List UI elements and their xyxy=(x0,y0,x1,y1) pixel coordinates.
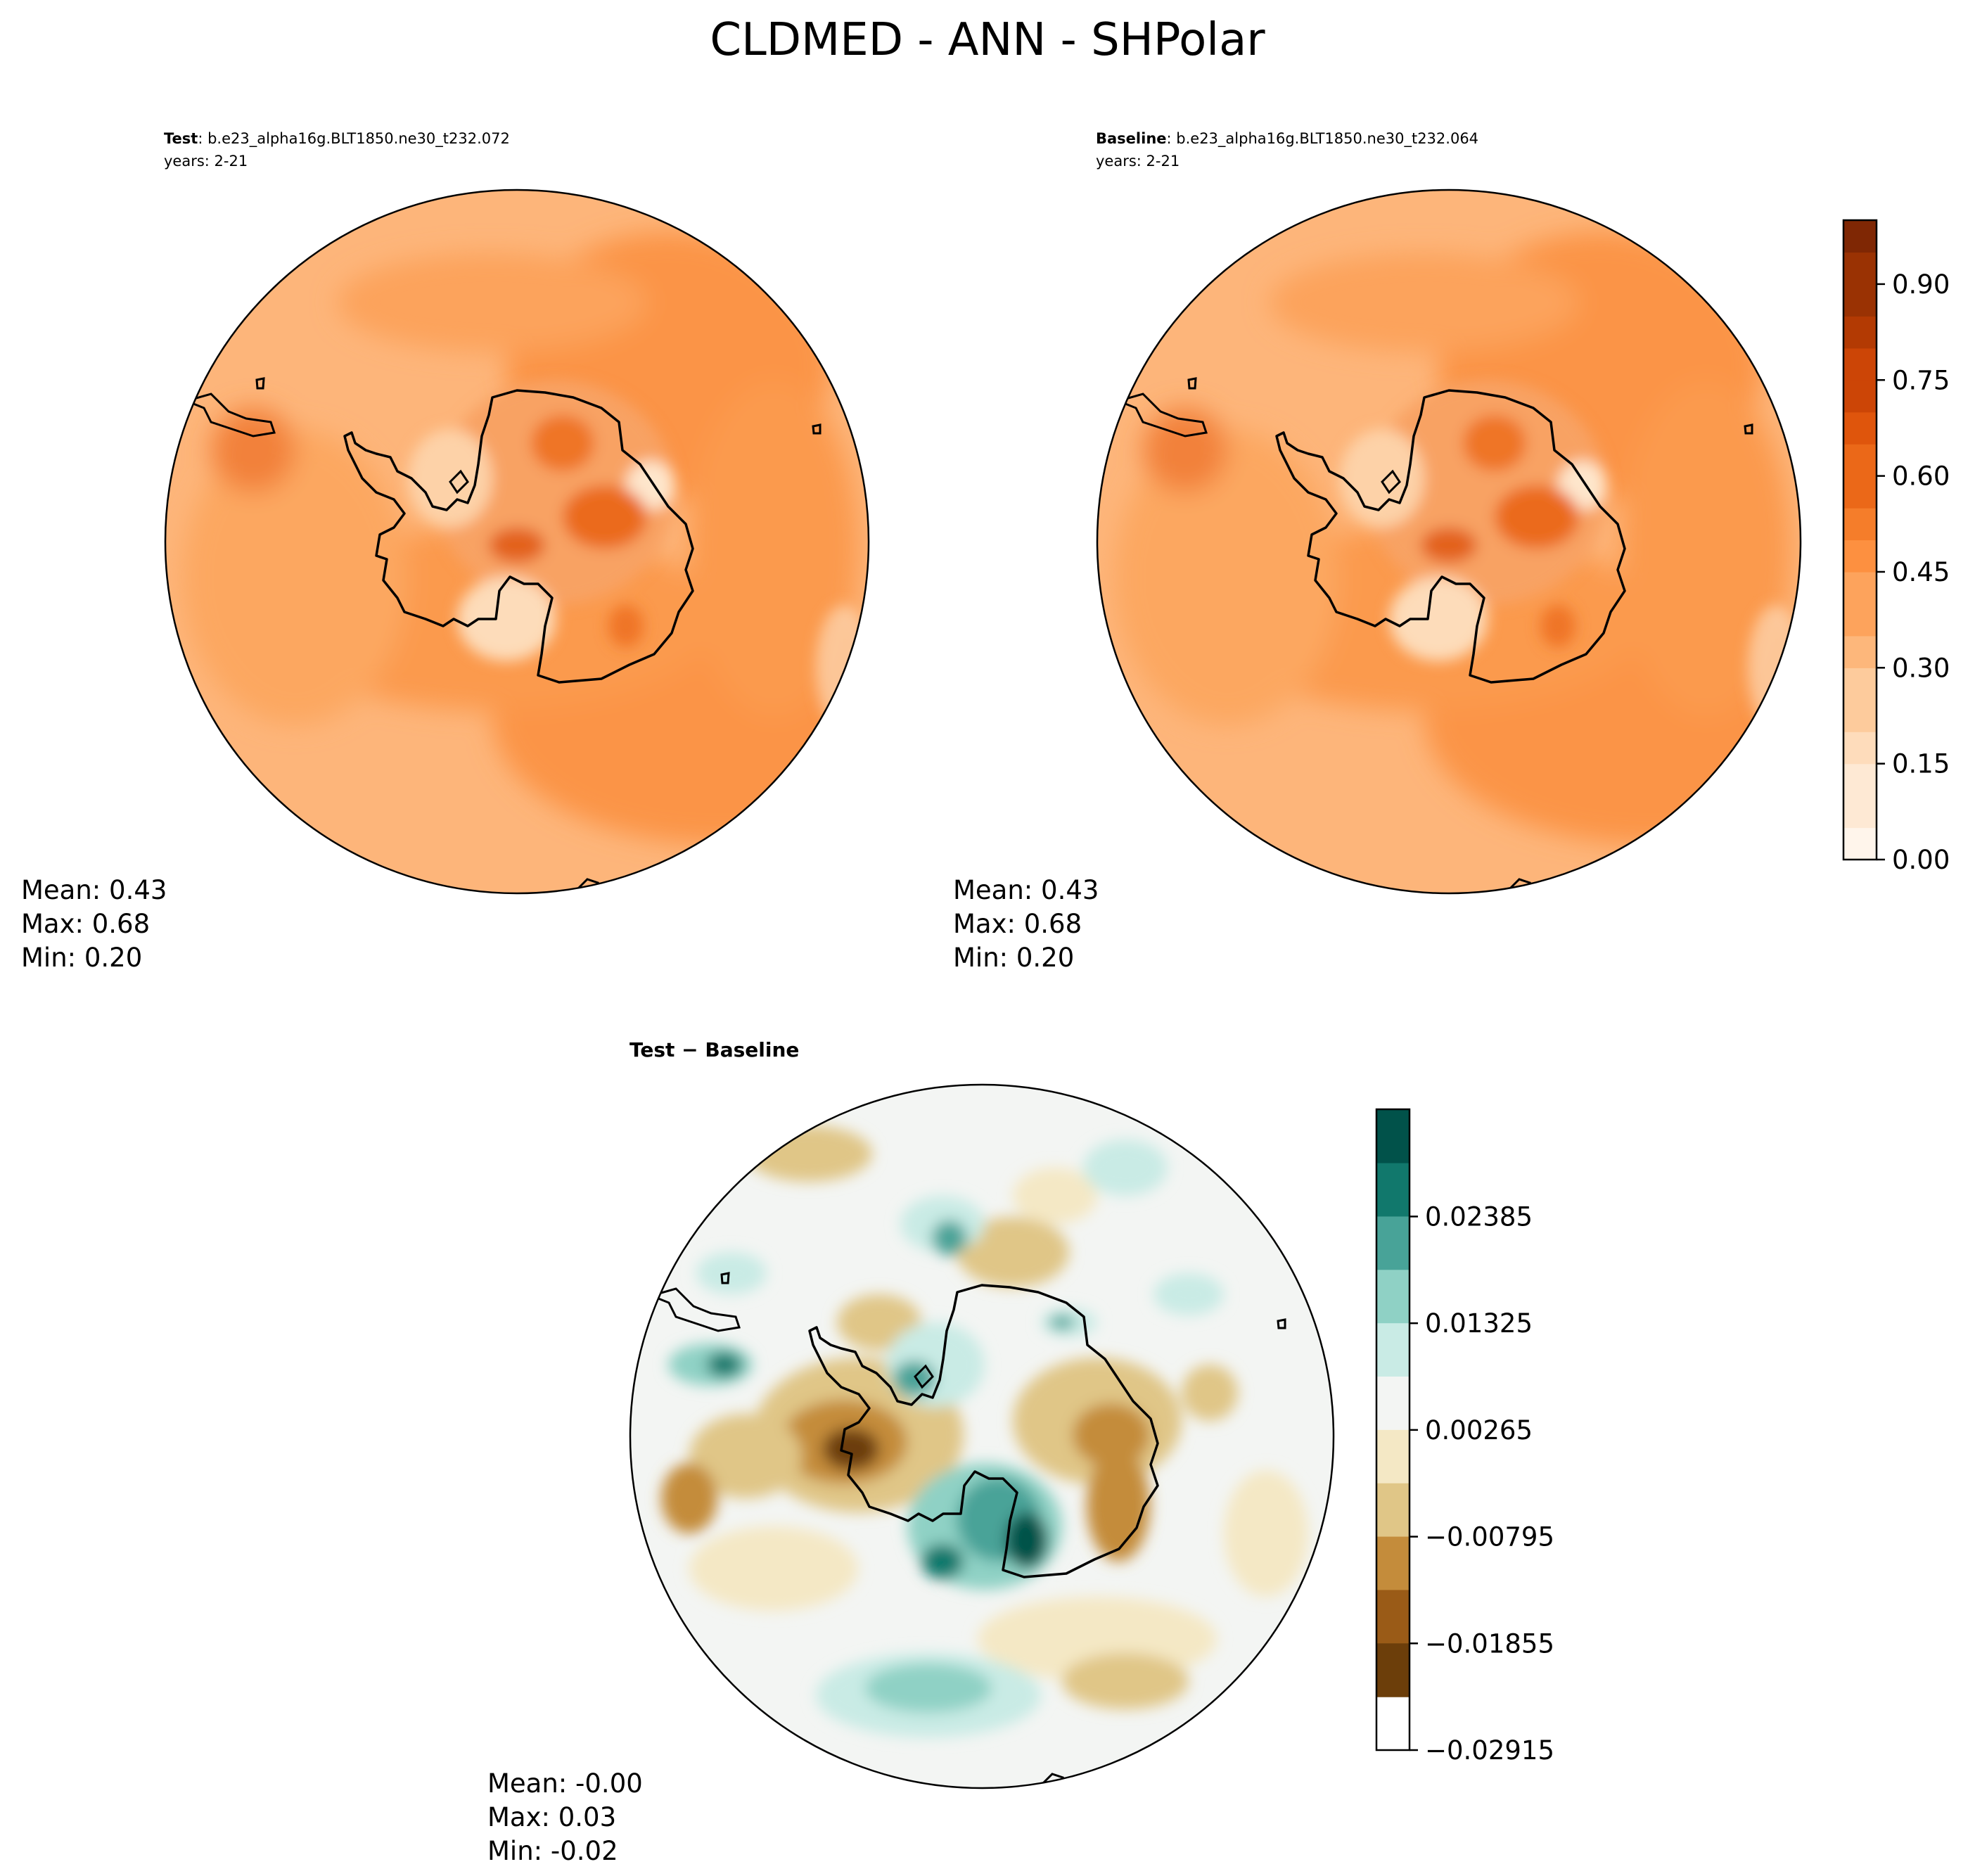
test-map-boundary xyxy=(164,189,870,895)
difference-max: Max: 0.03 xyxy=(487,1802,616,1832)
colorbar-bin xyxy=(1376,1643,1410,1697)
colorbar-bin xyxy=(1376,1270,1410,1324)
absolute-colorbar: 0.90 0.75 0.60 0.45 0.30 0.15 0.00 xyxy=(1842,219,1950,875)
colorbar-tick-label: −0.00795 xyxy=(1425,1522,1554,1552)
test-panel: Test: b.e23_alpha16g.BLT1850.ne30_t232.0… xyxy=(21,130,870,973)
difference-panel: Test − Baseline xyxy=(487,1038,1554,1866)
difference-min: Min: -0.02 xyxy=(487,1836,618,1866)
colorbar-bin xyxy=(1843,283,1877,317)
colorbar-bin xyxy=(1376,1536,1410,1591)
colorbar-bin xyxy=(1376,1483,1410,1538)
test-map xyxy=(165,190,869,893)
colorbar-bin xyxy=(1843,571,1877,604)
colorbar-bin xyxy=(1376,1377,1410,1431)
colorbar-tick-label: 0.45 xyxy=(1892,557,1950,587)
difference-colorbar: 0.02385 0.01325 0.00265 −0.00795 −0.01855 −0.… xyxy=(1375,1108,1554,1766)
test-label-rest: : b.e23_alpha16g.BLT1850.ne30_t232.072 xyxy=(198,130,510,148)
colorbar-bin xyxy=(1843,827,1877,860)
baseline-years: years: 2-21 xyxy=(1096,153,1180,170)
test-years: years: 2-21 xyxy=(164,153,248,170)
colorbar-bin xyxy=(1376,1216,1410,1270)
difference-map xyxy=(630,1085,1334,1788)
colorbar-bin xyxy=(1376,1429,1410,1484)
colorbar-frame xyxy=(1842,219,1878,861)
colorbar-bin xyxy=(1843,732,1877,765)
test-label: Test: b.e23_alpha16g.BLT1850.ne30_t232.0… xyxy=(164,130,510,148)
colorbar-bin xyxy=(1843,796,1877,829)
baseline-min: Min: 0.20 xyxy=(953,943,1074,973)
colorbar-bin xyxy=(1843,763,1877,796)
baseline-map xyxy=(1097,190,1801,893)
colorbar-bin xyxy=(1843,220,1877,253)
colorbar-tick-label: 0.00 xyxy=(1892,845,1950,875)
colorbar-bin xyxy=(1843,476,1877,509)
test-mean: Mean: 0.43 xyxy=(21,875,167,905)
colorbar-tick-label: 0.30 xyxy=(1892,653,1950,683)
test-label-bold: Test xyxy=(164,130,198,147)
colorbar-bin xyxy=(1843,411,1877,445)
colorbar-bin xyxy=(1843,252,1877,285)
colorbar-tick-label: 0.90 xyxy=(1892,269,1950,300)
colorbar-tick-label: 0.00265 xyxy=(1425,1415,1533,1446)
baseline-mean: Mean: 0.43 xyxy=(953,875,1099,905)
colorbar-bin xyxy=(1843,540,1877,573)
colorbar-tick-label: −0.02915 xyxy=(1425,1735,1554,1766)
colorbar-tick-label: 0.02385 xyxy=(1425,1201,1533,1232)
colorbar-bin xyxy=(1376,1109,1410,1164)
colorbar-tick-label: 0.01325 xyxy=(1425,1308,1533,1339)
colorbar-bin xyxy=(1843,380,1877,413)
colorbar-bin xyxy=(1843,316,1877,349)
baseline-label-bold: Baseline xyxy=(1096,130,1167,147)
baseline-panel: Baseline: b.e23_alpha16g.BLT1850.ne30_t2… xyxy=(953,130,1950,973)
colorbar-bin xyxy=(1843,508,1877,541)
baseline-map-boundary xyxy=(1096,189,1802,895)
baseline-label: Baseline: b.e23_alpha16g.BLT1850.ne30_t2… xyxy=(1096,130,1478,148)
difference-label: Test − Baseline xyxy=(629,1038,799,1061)
colorbar-tick-label: 0.60 xyxy=(1892,461,1950,492)
baseline-label-rest: : b.e23_alpha16g.BLT1850.ne30_t232.064 xyxy=(1167,130,1479,148)
colorbar-tick-label: −0.01855 xyxy=(1425,1628,1554,1659)
colorbar-tick-label: 0.15 xyxy=(1892,749,1950,779)
difference-mean: Mean: -0.00 xyxy=(487,1768,643,1799)
colorbar-bin xyxy=(1843,635,1877,668)
colorbar-bin xyxy=(1376,1590,1410,1644)
test-max: Max: 0.68 xyxy=(21,909,150,939)
difference-map-boundary xyxy=(629,1083,1335,1789)
colorbar-bin xyxy=(1843,347,1877,381)
colorbar-tick-label: 0.75 xyxy=(1892,365,1950,395)
baseline-max: Max: 0.68 xyxy=(953,909,1082,939)
colorbar-bin xyxy=(1843,699,1877,732)
colorbar-bin xyxy=(1843,604,1877,637)
colorbar-bin xyxy=(1843,444,1877,477)
test-min: Min: 0.20 xyxy=(21,943,142,973)
figure-title: CLDMED - ANN - SHPolar xyxy=(710,14,1265,66)
colorbar-bin xyxy=(1376,1323,1410,1377)
colorbar-bin xyxy=(1843,668,1877,701)
colorbar-bin xyxy=(1376,1163,1410,1218)
